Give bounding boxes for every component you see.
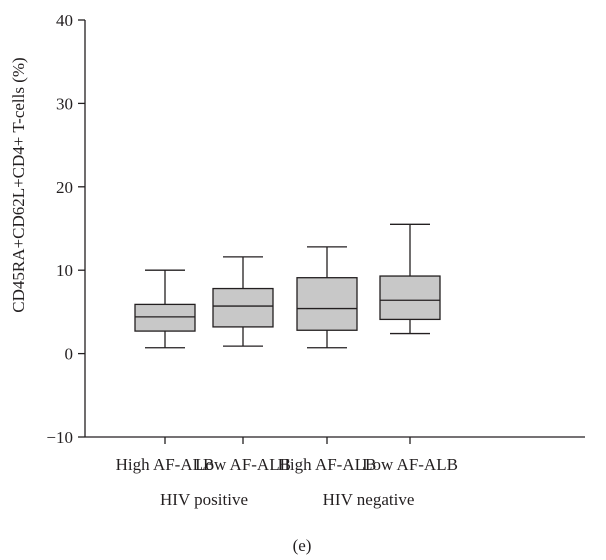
y-tick-label: 30 [56,94,73,113]
box-4 [379,223,441,335]
y-axis-title: CD45RA+CD62L+CD4+ T-cells (%) [9,57,28,312]
panel-label: (e) [293,536,312,555]
x-category-label: Low AF-ALB [362,455,458,474]
y-tick-label: −10 [46,428,73,447]
y-tick-label: 20 [56,178,73,197]
y-tick-label: 10 [56,261,73,280]
iqr-box [134,303,196,332]
labels-layer: CD45RA+CD62L+CD4+ T-cells (%) (e) [9,57,311,555]
box-1 [134,269,196,349]
x-category-label: High AF-ALB [116,455,215,474]
x-group-label: HIV negative [323,490,415,509]
iqr-box [212,287,274,328]
boxes-layer [134,223,441,349]
y-axis: −10 0 10 20 30 40 [46,11,86,447]
iqr-box [379,275,441,321]
box-3 [296,246,358,349]
x-category-label: Low AF-ALB [195,455,291,474]
y-tick-label: 40 [56,11,73,30]
y-tick-label: 0 [65,345,74,364]
box-2 [212,256,274,347]
x-group-label: HIV positive [160,490,248,509]
x-category-label: High AF-ALB [278,455,377,474]
iqr-box [296,277,358,331]
